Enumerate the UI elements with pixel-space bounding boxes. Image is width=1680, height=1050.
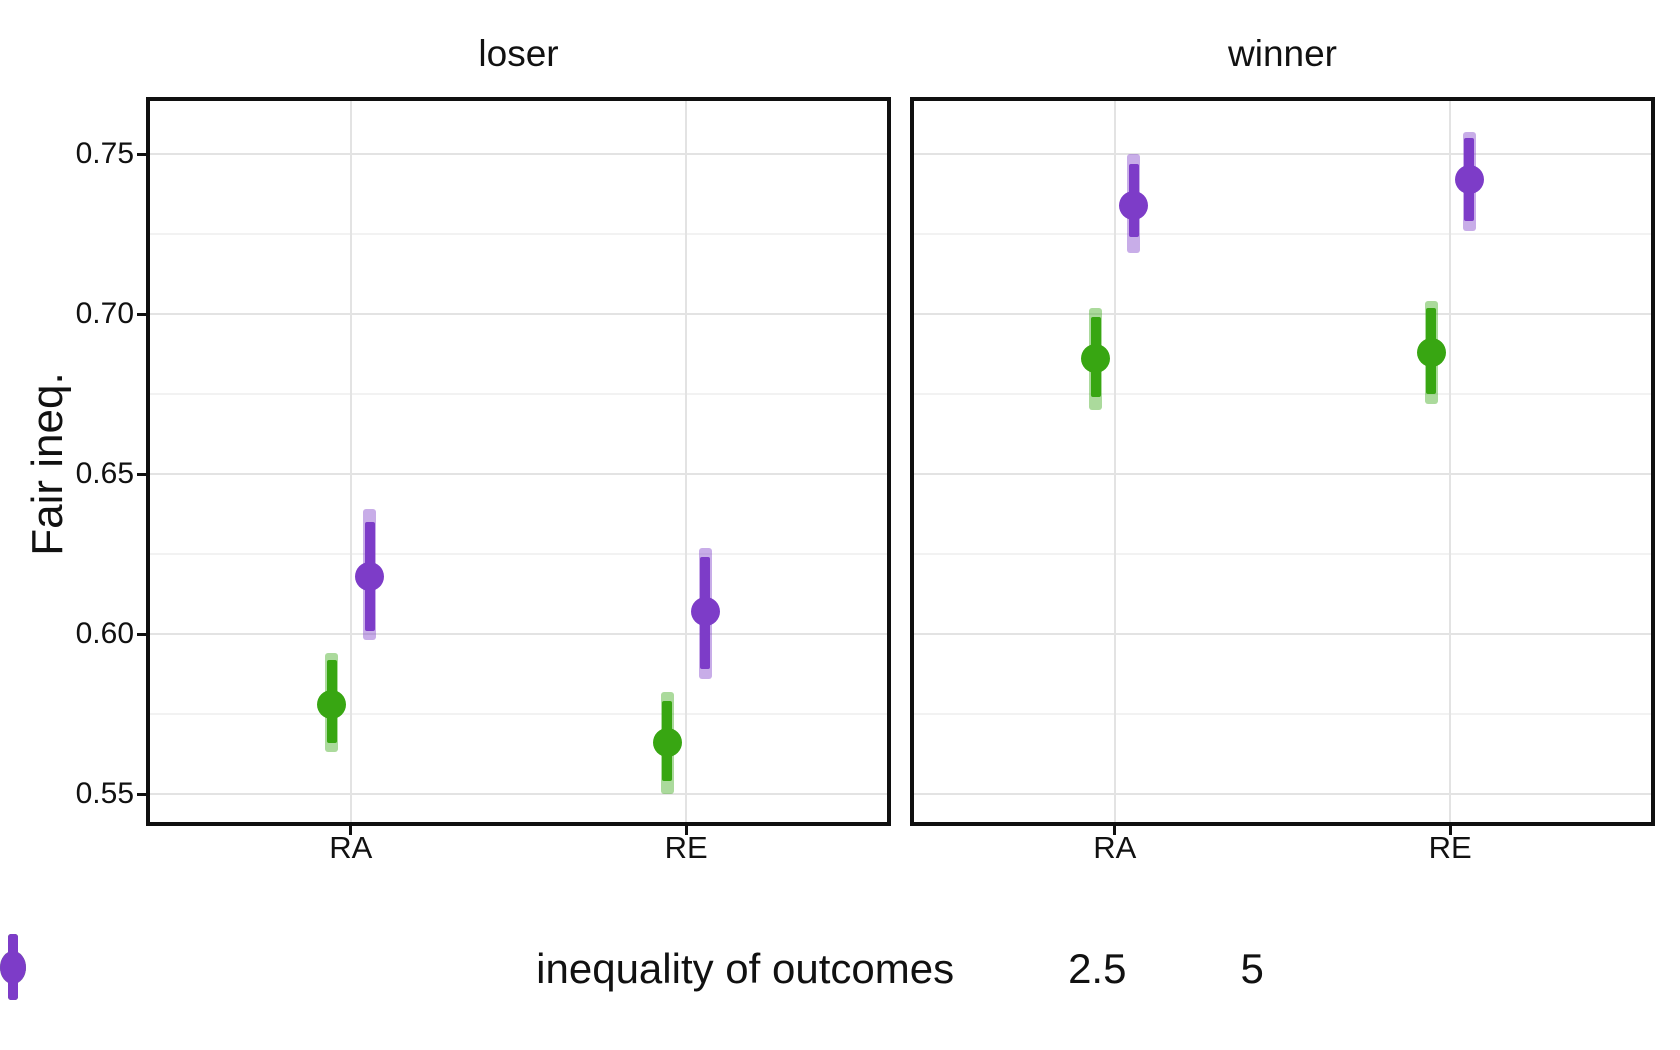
y-tick-label-0.75: 0.75 xyxy=(75,137,134,170)
gridline-vertical xyxy=(1113,101,1116,822)
gridline-minor xyxy=(150,233,887,235)
panel-loser xyxy=(146,97,891,826)
legend-key-pointrange-icon xyxy=(0,934,1198,1002)
gridline-vertical xyxy=(1449,101,1452,822)
x-axis-tick xyxy=(349,826,353,835)
gridline-minor xyxy=(914,713,1651,715)
legend-title: inequality of outcomes xyxy=(536,945,955,992)
panel-winner xyxy=(910,97,1655,826)
y-axis-tick xyxy=(137,152,146,156)
legend-label: 2.5 xyxy=(1068,945,1127,992)
point-winner-RE-5 xyxy=(1454,165,1484,195)
y-tick-label-0.70: 0.70 xyxy=(75,297,134,330)
gridline-minor xyxy=(150,713,887,715)
point-winner-RA-5 xyxy=(1119,190,1149,220)
y-tick-label-0.55: 0.55 xyxy=(75,777,134,810)
y-axis-tick xyxy=(137,312,146,316)
gridline-major xyxy=(914,633,1651,635)
gridline-major xyxy=(914,793,1651,795)
gridline-major xyxy=(914,313,1651,315)
x-tick-label-RE: RE xyxy=(664,830,708,865)
x-axis-tick xyxy=(1448,826,1452,835)
x-tick-label-RE: RE xyxy=(1428,830,1472,865)
gridline-major xyxy=(150,153,887,155)
legend: inequality of outcomes 2.5 5 xyxy=(0,934,1680,1004)
gridline-major xyxy=(914,473,1651,475)
gridline-major xyxy=(914,153,1651,155)
gridline-minor xyxy=(914,393,1651,395)
point-loser-RE-2.5 xyxy=(652,728,682,758)
y-axis-tick xyxy=(137,472,146,476)
y-axis-tick xyxy=(137,792,146,796)
y-axis-tick xyxy=(137,632,146,636)
point-loser-RA-2.5 xyxy=(317,689,347,719)
facet-title-winner: winner xyxy=(1228,33,1337,74)
legend-label: 5 xyxy=(1240,945,1264,992)
gridline-vertical xyxy=(349,101,352,822)
legend-key-pointrange-icon xyxy=(0,934,1026,1002)
gridline-major xyxy=(150,793,887,795)
y-tick-label-0.60: 0.60 xyxy=(75,617,134,650)
gridline-vertical xyxy=(685,101,688,822)
gridline-major xyxy=(150,633,887,635)
x-tick-label-RA: RA xyxy=(1093,830,1137,865)
x-axis-tick xyxy=(684,826,688,835)
point-loser-RE-5 xyxy=(690,597,720,627)
gridline-minor xyxy=(914,233,1651,235)
gridline-major xyxy=(150,473,887,475)
gridline-minor xyxy=(150,553,887,555)
gridline-minor xyxy=(914,553,1651,555)
x-axis-tick xyxy=(1113,826,1117,835)
point-loser-RA-5 xyxy=(355,561,385,591)
point-winner-RA-2.5 xyxy=(1081,344,1111,374)
point-winner-RE-2.5 xyxy=(1416,337,1446,367)
gridline-major xyxy=(150,313,887,315)
x-tick-label-RA: RA xyxy=(329,830,373,865)
gridline-minor xyxy=(150,393,887,395)
facet-title-loser: loser xyxy=(478,33,559,74)
y-tick-label-0.65: 0.65 xyxy=(75,457,134,490)
